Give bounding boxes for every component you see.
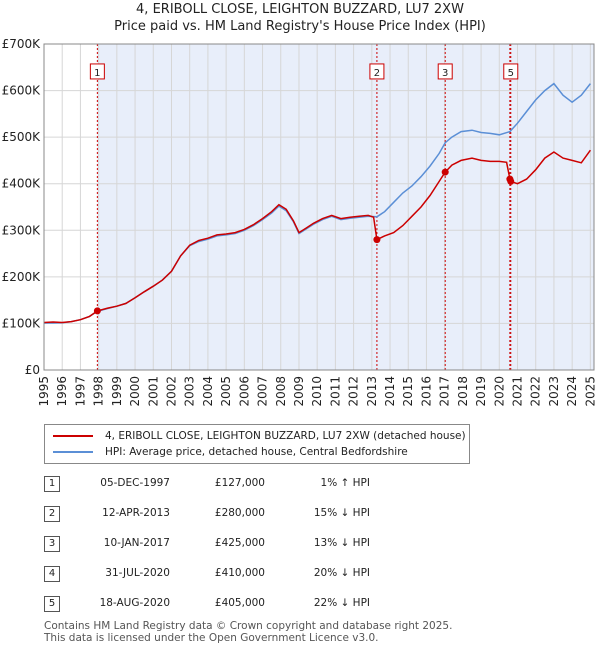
x-tick-label: 2017 (438, 376, 452, 407)
x-tick-label: 2014 (383, 376, 397, 407)
sale-hpi-diff: 20% ↓ HPI (313, 567, 370, 579)
y-tick-label: £600K (2, 84, 42, 98)
sale-date: 18-AUG-2020 (99, 597, 170, 609)
x-tick-label: 1999 (110, 376, 124, 407)
legend-label-price: 4, ERIBOLL CLOSE, LEIGHTON BUZZARD, LU7 … (105, 430, 466, 442)
x-tick-label: 2024 (565, 376, 579, 407)
footer: Contains HM Land Registry data © Crown c… (44, 620, 452, 644)
chart-subtitle: Price paid vs. HM Land Registry's House … (114, 19, 486, 34)
sale-date: 05-DEC-1997 (100, 477, 170, 489)
sale-hpi-diff: 13% ↓ HPI (313, 537, 370, 549)
x-tick-label: 2019 (474, 376, 488, 407)
sale-number: 3 (44, 536, 60, 552)
x-tick-label: 2004 (201, 376, 215, 407)
sale-price: £280,000 (214, 507, 265, 519)
y-tick-label: £300K (2, 223, 42, 237)
x-tick-label: 2025 (583, 376, 597, 407)
x-tick-label: 2022 (529, 376, 543, 407)
x-tick-label: 2018 (456, 376, 470, 407)
plot-border (43, 43, 595, 371)
sale-label-frame (437, 63, 453, 80)
x-tick-label: 2013 (365, 376, 379, 407)
x-tick-label: 2001 (146, 376, 160, 407)
sale-label-frame (89, 63, 105, 80)
sale-label-frame (369, 63, 385, 80)
sale-label-text: 3 (442, 68, 448, 79)
x-tick-label: 2015 (401, 376, 415, 407)
y-tick-label: £0 (25, 363, 40, 377)
x-tick-label: 2023 (547, 376, 561, 407)
sale-row: 2 12-APR-2013 £280,000 15% ↓ HPI (0, 506, 600, 524)
legend-swatch-hpi (53, 451, 93, 453)
sale-row: 5 18-AUG-2020 £405,000 22% ↓ HPI (0, 596, 600, 614)
y-tick-label: £500K (2, 130, 42, 144)
x-tick-label: 2005 (219, 376, 233, 407)
sale-label-text: 1 (94, 68, 100, 79)
sale-label-box: 1 (89, 63, 105, 80)
x-tick-label: 1997 (73, 376, 87, 407)
x-tick-label: 2008 (274, 376, 288, 407)
sale-label-text: 2 (374, 68, 380, 79)
x-tick-label: 2003 (183, 376, 197, 407)
x-tick-label: 2006 (237, 376, 251, 407)
sale-label-box: 3 (437, 63, 453, 80)
sale-price: £127,000 (214, 477, 265, 489)
sale-row: 4 31-JUL-2020 £410,000 20% ↓ HPI (0, 566, 600, 584)
sale-hpi-diff: 15% ↓ HPI (313, 507, 370, 519)
sale-date: 31-JUL-2020 (105, 567, 170, 579)
y-tick-label: £700K (2, 37, 42, 51)
sale-price: £405,000 (214, 597, 265, 609)
x-tick-label: 2002 (164, 376, 178, 407)
sale-point (93, 307, 101, 315)
sale-label-frame (503, 63, 519, 80)
x-tick-label: 2007 (256, 376, 270, 407)
x-tick-label: 2021 (511, 376, 525, 407)
x-tick-label: 2009 (292, 376, 306, 407)
x-tick-label: 1995 (37, 376, 51, 407)
sale-number: 2 (44, 506, 60, 522)
sale-number: 5 (44, 596, 60, 612)
sale-point (507, 177, 515, 185)
sale-number: 1 (44, 476, 60, 492)
legend-swatch-price (53, 435, 93, 437)
sale-row: 3 10-JAN-2017 £425,000 13% ↓ HPI (0, 536, 600, 554)
sale-price: £425,000 (214, 537, 265, 549)
sale-hpi-diff: 22% ↓ HPI (313, 597, 370, 609)
shaded-region (97, 44, 594, 370)
sale-point (441, 168, 449, 176)
legend: 4, ERIBOLL CLOSE, LEIGHTON BUZZARD, LU7 … (44, 424, 470, 464)
sale-price: £410,000 (214, 567, 265, 579)
footer-copyright: Contains HM Land Registry data © Crown c… (44, 620, 453, 632)
sale-hpi-diff: 1% ↑ HPI (320, 477, 370, 489)
x-tick-label: 2016 (419, 376, 433, 407)
x-tick-label: 2000 (128, 376, 142, 407)
sale-row: 1 05-DEC-1997 £127,000 1% ↑ HPI (0, 476, 600, 494)
y-tick-label: £200K (2, 270, 42, 284)
x-tick-label: 1998 (92, 376, 106, 407)
sale-point (373, 236, 381, 244)
sale-label-text: 5 (508, 68, 514, 79)
x-tick-label: 2012 (347, 376, 361, 407)
price-chart: 1 2 3 5 £0 £100K £200K £300K £400K £500K £600K £700… (2, 37, 598, 407)
sale-date: 12-APR-2013 (102, 507, 170, 519)
x-tick-label: 1996 (55, 376, 69, 407)
x-tick-label: 2020 (492, 376, 506, 407)
x-tick-label: 2011 (328, 376, 342, 407)
x-tick-label: 2010 (310, 376, 324, 407)
y-tick-label: £100K (2, 316, 42, 330)
sale-label-box: 2 (369, 63, 385, 80)
footer-licence: This data is licensed under the Open Gov… (44, 632, 379, 644)
y-tick-label: £400K (2, 177, 42, 191)
sale-number: 4 (44, 566, 60, 582)
legend-label-hpi: HPI: Average price, detached house, Cent… (105, 446, 408, 458)
price-paid-line (43, 149, 592, 324)
chart-title: 4, ERIBOLL CLOSE, LEIGHTON BUZZARD, LU7 … (136, 2, 464, 17)
sale-label-box: 5 (503, 63, 519, 80)
sale-date: 10-JAN-2017 (103, 537, 170, 549)
